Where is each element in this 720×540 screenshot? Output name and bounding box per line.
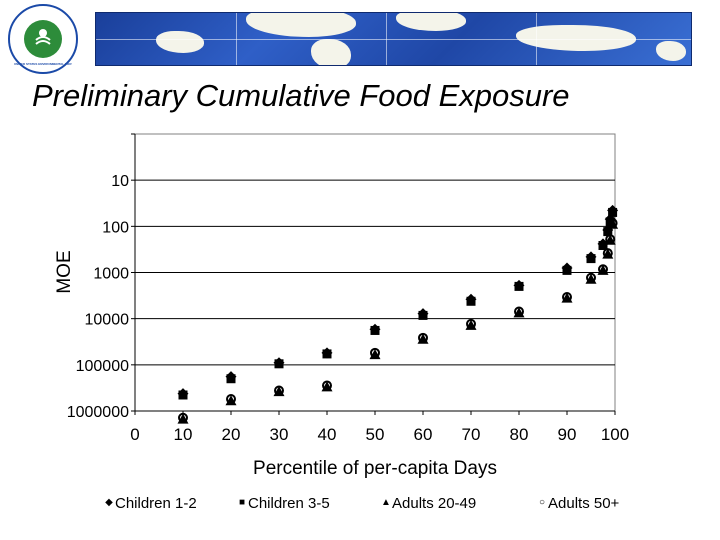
legend-item-children-1-2: ◆ Children 1-2 [103, 495, 197, 512]
y-axis-title: MOE [54, 250, 75, 293]
data-point-children-3-5 [603, 227, 613, 237]
legend-circle-icon: ○ [538, 497, 546, 508]
data-point-adults-50-plus [322, 380, 332, 391]
data-point-children-3-5 [514, 281, 524, 291]
y-tick-label: 10000 [85, 312, 130, 329]
data-point-children-3-5 [562, 265, 572, 275]
legend-item-adults-50-plus: ○ Adults 50+ [536, 495, 619, 512]
data-point-adults-50-plus [178, 412, 188, 423]
data-point-children-3-5 [466, 296, 476, 306]
x-tick-label: 60 [414, 425, 433, 444]
x-tick-label: 90 [558, 425, 577, 444]
x-tick-label: 40 [318, 425, 337, 444]
data-point-adults-50-plus [370, 347, 380, 358]
data-point-adults-50-plus [605, 234, 616, 245]
y-tick-label: 10 [111, 173, 129, 190]
data-point-adults-50-plus [274, 385, 284, 396]
map-land [156, 31, 204, 53]
epa-flower-icon [35, 29, 51, 45]
legend-square-icon: ■ [238, 497, 246, 508]
legend-diamond-icon: ◆ [105, 497, 113, 508]
legend-label: Children 3-5 [248, 495, 330, 512]
x-tick-label: 50 [366, 425, 385, 444]
data-point-children-3-5 [226, 374, 236, 384]
data-point-adults-50-plus [602, 248, 613, 259]
data-point-children-3-5 [608, 207, 618, 217]
y-tick-label: 100 [102, 219, 129, 236]
x-tick-label: 100 [601, 425, 629, 444]
world-map-banner [95, 12, 692, 66]
legend-triangle-icon: ▲ [381, 497, 391, 508]
x-tick-label: 10 [174, 425, 193, 444]
epa-logo: UNITED STATES ENVIRONMENTAL PROTECTION A… [8, 4, 78, 74]
y-tick-label: 100000 [76, 358, 129, 375]
data-point-adults-50-plus [226, 394, 236, 405]
x-tick-label: 80 [510, 425, 529, 444]
epa-seal-text: UNITED STATES ENVIRONMENTAL PROTECTION A… [14, 62, 72, 66]
data-point-adults-50-plus [514, 306, 524, 317]
legend-label: Adults 20-49 [392, 495, 477, 512]
map-land [396, 13, 466, 31]
data-point-adults-50-plus [466, 318, 476, 329]
data-point-children-3-5 [178, 390, 188, 400]
legend-label: Adults 50+ [548, 495, 620, 512]
x-axis-title: Percentile of per-capita Days [253, 458, 497, 479]
data-point-adults-50-plus [586, 272, 596, 283]
data-point-children-3-5 [274, 359, 284, 369]
map-land [656, 41, 686, 61]
slide-title: Preliminary Cumulative Food Exposure [32, 78, 570, 113]
map-land [311, 39, 351, 65]
x-tick-label: 30 [270, 425, 289, 444]
data-point-children-3-5 [418, 310, 428, 320]
x-tick-label: 20 [222, 425, 241, 444]
data-point-children-3-5 [322, 349, 332, 359]
data-point-adults-50-plus [598, 264, 608, 275]
data-point-adults-50-plus [418, 332, 428, 343]
y-tick-label: 1000 [93, 266, 129, 283]
data-point-adults-50-plus [562, 292, 572, 303]
data-point-children-3-5 [598, 240, 608, 250]
legend-label: Children 1-2 [115, 495, 197, 512]
legend-item-children-3-5: ■ Children 3-5 [236, 495, 330, 512]
x-tick-label: 70 [462, 425, 481, 444]
data-point-children-3-5 [586, 254, 596, 264]
data-point-children-3-5 [605, 217, 615, 227]
data-point-adults-50-plus [607, 218, 618, 229]
data-point-children-3-5 [370, 325, 380, 335]
epa-logo-inner [24, 20, 62, 58]
x-tick-label: 0 [130, 425, 139, 444]
y-tick-label: 1000000 [67, 404, 129, 421]
legend-item-adults-20-49: ▲Adults 20-49 [380, 495, 476, 512]
